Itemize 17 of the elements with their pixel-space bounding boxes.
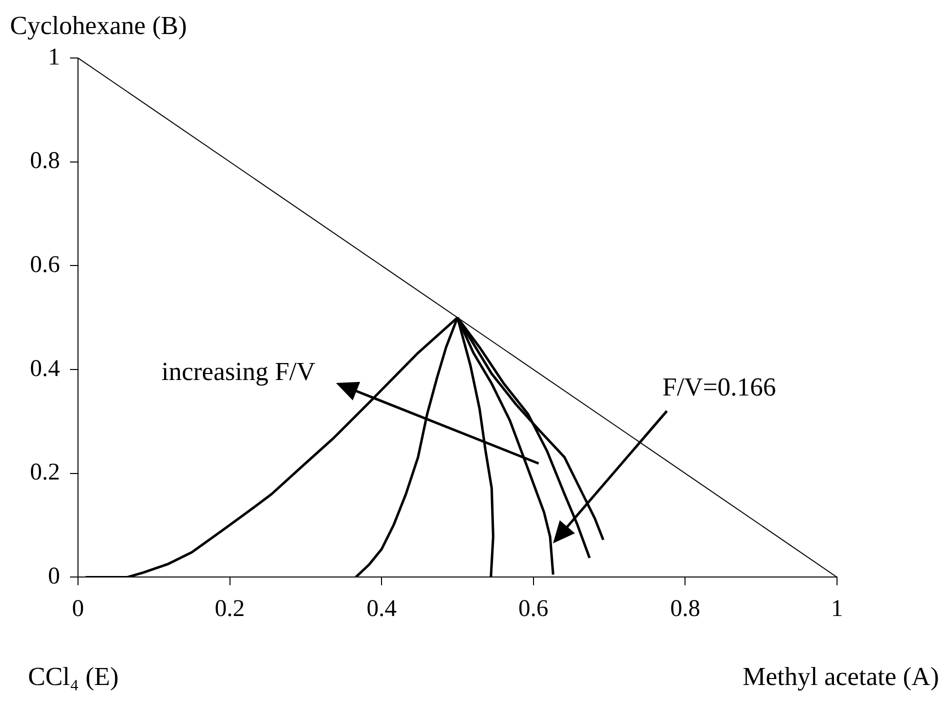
- annotation: F/V=0.166: [662, 372, 776, 402]
- y-tick-label: 0.4: [30, 356, 60, 382]
- y-tick-label: 0: [48, 563, 60, 590]
- y-axis-title: Cyclohexane (B): [10, 11, 187, 40]
- y-tick-label: 0.2: [30, 460, 60, 486]
- x-tick-label: 0.2: [214, 596, 245, 622]
- y-tick-label: 0.6: [30, 252, 60, 278]
- text: CCl₄ (E): [28, 662, 119, 692]
- y-tick-label: 1: [48, 44, 60, 70]
- x-axis-title: Methyl acetate (A): [742, 662, 939, 692]
- x-tick-label: 0.4: [366, 596, 397, 622]
- x-tick-label: 0.6: [518, 596, 548, 622]
- x-tick-label: 1: [831, 596, 843, 622]
- y-tick-label: 0.8: [30, 148, 60, 174]
- annotation: increasing F/V: [161, 356, 316, 386]
- x-tick-label: 0: [72, 596, 84, 622]
- x-tick-label: 0.8: [670, 596, 700, 622]
